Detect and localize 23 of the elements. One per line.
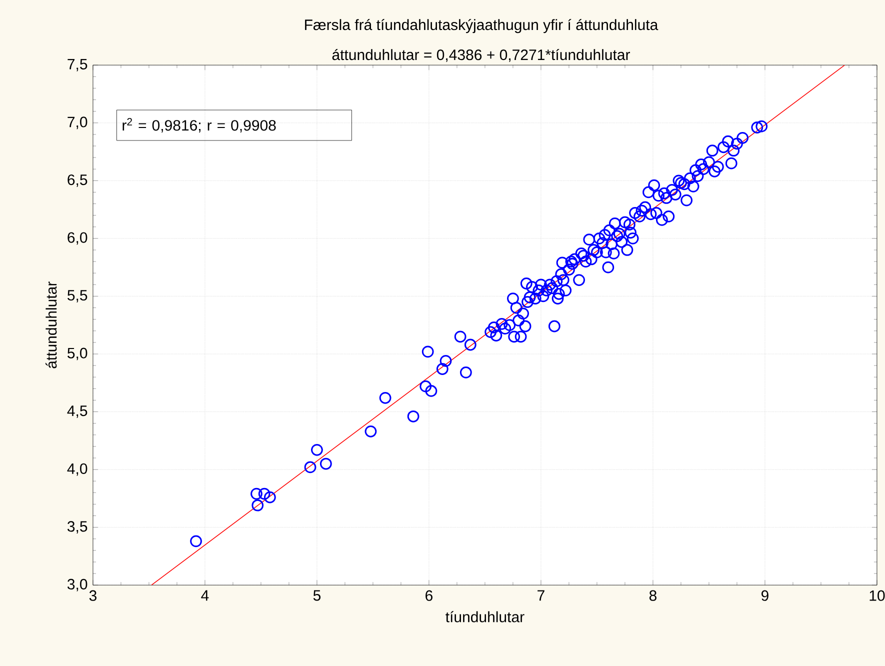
x-tick-label: 9 xyxy=(761,590,768,601)
y-tick-label: 4,0 xyxy=(67,463,88,476)
y-tick-label: 6,5 xyxy=(68,174,88,187)
y-tick-label: 5,0 xyxy=(68,348,88,360)
x-tick-label: 8 xyxy=(649,590,656,601)
y-axis-title: áttunduhlutar xyxy=(46,282,57,368)
y-tick-label: 7,0 xyxy=(68,116,88,130)
y-tick-label: 5,5 xyxy=(68,290,88,302)
y-tick-label: 3,5 xyxy=(67,521,88,534)
y-tick-label: 7,5 xyxy=(68,58,88,72)
x-tick-label: 7 xyxy=(538,590,544,601)
x-tick-label: 6 xyxy=(426,590,432,601)
y-tick-label: 4,5 xyxy=(67,406,88,418)
y-tick-label: 6,0 xyxy=(68,232,88,245)
x-tick-label: 10 xyxy=(870,590,885,601)
x-tick-label: 5 xyxy=(313,590,321,601)
chart-title: Færsla frá tíundahlutaskýjaathugun yfir í áttunduhluta xyxy=(305,18,658,34)
chart-subtitle: áttunduhlutar = 0,4386 + 0,7271*tíunduhlutar xyxy=(332,48,630,62)
y-tick-label: 3,0 xyxy=(67,578,88,592)
annotation: r$^{2}$ = 0,9816; r = 0,9908 xyxy=(122,118,276,132)
x-tick-label: 3 xyxy=(89,590,96,601)
x-axis-title: tíunduhlutar xyxy=(446,611,524,622)
x-tick-label: 4 xyxy=(201,590,209,601)
